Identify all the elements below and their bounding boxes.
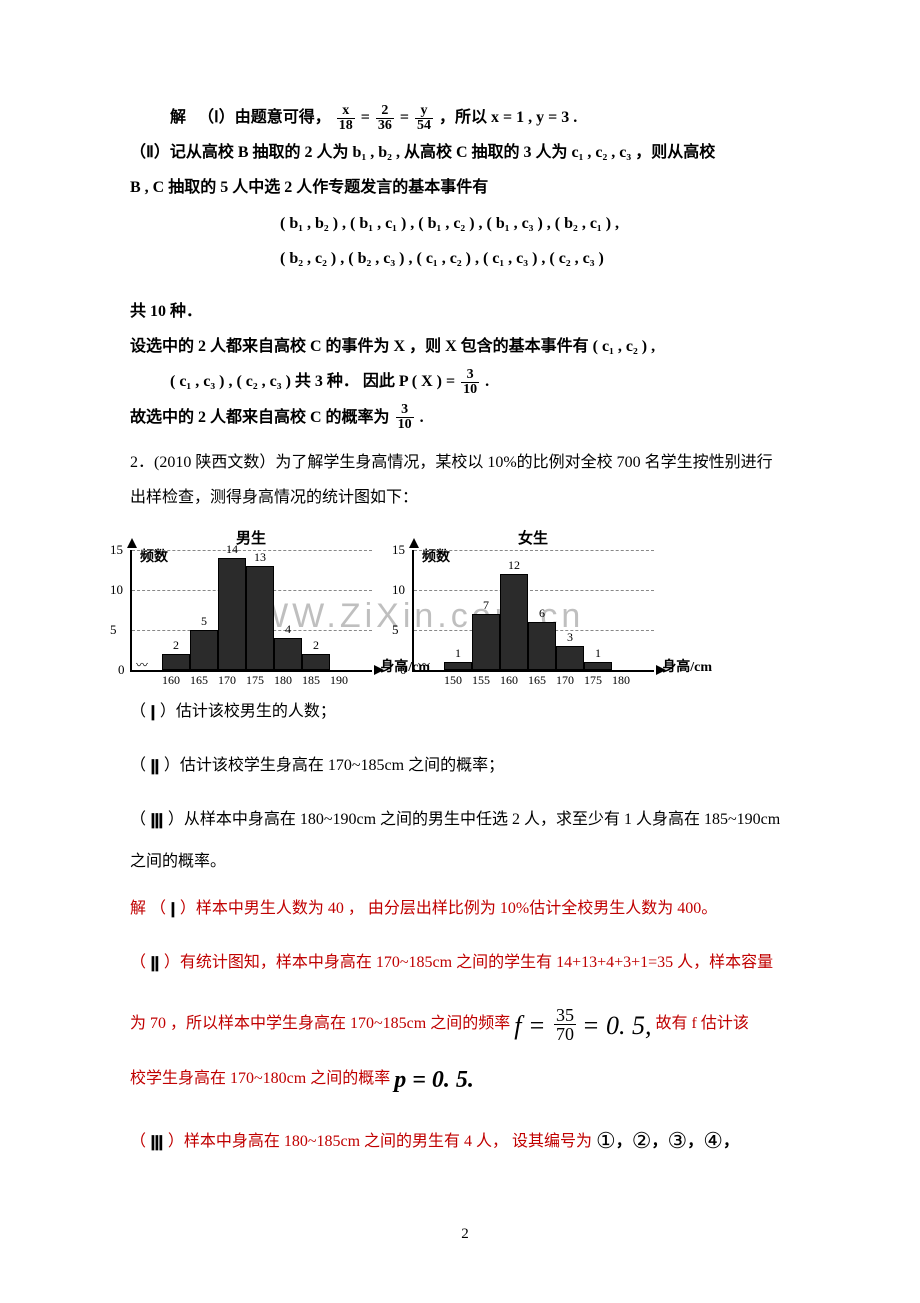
- female-bar-5: [584, 662, 612, 670]
- circled-numbers: ①，②，③，④，: [596, 1133, 739, 1150]
- roman-2: Ⅱ: [150, 746, 160, 790]
- q2-p3a: （ Ⅲ ）从样本中身高在 180~190cm 之间的男生中任选 2 人，求至少有…: [130, 800, 800, 844]
- page-number: 2: [130, 1226, 800, 1243]
- female-bar-4: [556, 646, 584, 670]
- male-body: 频数身高/cm0〰5101525141342160165170175180185…: [130, 550, 372, 672]
- female-body: 频数身高/cm0〰5101517126311501551601651701751…: [412, 550, 654, 672]
- sol1-line8: ( c₁ , c₃ ) , ( c₂ , c₃ ) 共 3 种． 因此 P ( …: [130, 364, 800, 399]
- charts-row: WWW.ZiXin.com.cn 男生频数身高/cm0〰510152514134…: [130, 527, 800, 672]
- sol1-l1b: （Ⅰ）由题意可得，: [198, 109, 331, 126]
- sol1-l1c: ，所以 x = 1 , y = 3 .: [439, 109, 577, 126]
- sol1-l9a: 故选中的 2 人都来自高校 C 的概率为: [130, 409, 394, 426]
- sol2-s2a: （ Ⅱ ）有统计图知，样本中身高在 170~185cm 之间的学生有 14+13…: [130, 943, 800, 987]
- female-bar-0: [444, 662, 472, 670]
- q2-p2: （ Ⅱ ）估计该校学生身高在 170~185cm 之间的概率；: [130, 746, 800, 790]
- sol1-l8a: ( c₁ , c₃ ) , ( c₂ , c₃ ) 共 3 种． 因此 P ( …: [170, 373, 459, 390]
- q2-p2-text: ）估计该校学生身高在 170~185cm 之间的概率；: [164, 757, 504, 774]
- female-bar-2: [500, 574, 528, 670]
- frac-3-10a: 310: [461, 368, 479, 397]
- f-symbol: f =: [514, 1011, 552, 1040]
- sol2-s2b-pre: 为 70 ，所以样本中学生身高在 170~185cm 之间的频率: [130, 1015, 510, 1032]
- sol1-l8b: .: [485, 373, 489, 390]
- frac-35-70: 3570: [554, 1006, 576, 1043]
- female-xlabel: 身高/cm: [662, 656, 712, 676]
- solve-label: 解 （: [130, 900, 166, 917]
- sol1-line2: （Ⅱ）记从高校 B 抽取的 2 人为 b₁ , b₂ , 从高校 C 抽取的 3…: [130, 135, 800, 170]
- male-chart: 男生频数身高/cm0〰51015251413421601651701751801…: [130, 527, 372, 672]
- circled-4: ④: [703, 1128, 723, 1153]
- frac-3-10b: 310: [396, 403, 414, 432]
- sol2-s3: （ Ⅲ ）样本中身高在 180~185cm 之间的男生有 4 人， 设其编号为 …: [130, 1117, 800, 1166]
- sol2-s2b-post: 故有 f 估计该: [656, 1015, 749, 1032]
- sol2-s2c: 校学生身高在 170~180cm 之间的概率 p = 0. 5.: [130, 1054, 800, 1107]
- sol1-line4: ( b₁ , b₂ ) , ( b₁ , c₁ ) , ( b₁ , c₂ ) …: [130, 206, 800, 241]
- sol2-s2b: 为 70 ，所以样本中学生身高在 170~185cm 之间的频率 f = 357…: [130, 997, 800, 1054]
- male-title: 男生: [130, 527, 372, 548]
- female-ylabel: 频数: [422, 546, 450, 566]
- male-bar-5: [302, 654, 330, 670]
- circled-1: ①: [596, 1128, 616, 1153]
- sol1-line7: 设选中的 2 人都来自高校 C 的事件为 X ，则 X 包含的基本事件有 ( c…: [130, 329, 800, 364]
- frac-x-18: x18: [337, 104, 355, 133]
- male-bar-2: [218, 558, 246, 670]
- sol1-line1: 解 （Ⅰ）由题意可得， x18 = 236 = y54 ，所以 x = 1 , …: [130, 100, 800, 135]
- roman-2b: Ⅱ: [150, 943, 160, 987]
- eq1: =: [361, 109, 370, 126]
- sol2-s2c-pre: 校学生身高在 170~180cm 之间的概率: [130, 1070, 390, 1087]
- circled-2: ②: [632, 1128, 652, 1153]
- q2-p3b: 之间的概率。: [130, 844, 800, 879]
- roman-1: Ⅰ: [150, 692, 156, 736]
- p-eq-05: p = 0. 5.: [394, 1067, 474, 1093]
- sol1-line5: ( b₂ , c₂ ) , ( b₂ , c₃ ) , ( c₁ , c₂ ) …: [130, 241, 800, 276]
- female-title: 女生: [412, 527, 654, 548]
- female-bar-3: [528, 622, 556, 670]
- male-bar-1: [190, 630, 218, 670]
- sol2-s1: 解 （ Ⅰ ）样本中男生人数为 40 ， 由分层出样比例为 10%估计全校男生人…: [130, 889, 800, 933]
- circled-3: ③: [668, 1128, 688, 1153]
- male-bar-3: [246, 566, 274, 670]
- sol2-s2a-text: ）有统计图知，样本中身高在 170~185cm 之间的学生有 14+13+4+3…: [164, 954, 773, 971]
- q2-p1: （ Ⅰ ）估计该校男生的人数；: [130, 692, 800, 736]
- male-bar-4: [274, 638, 302, 670]
- page: 解 （Ⅰ）由题意可得， x18 = 236 = y54 ，所以 x = 1 , …: [0, 0, 920, 1303]
- q2-p1-text: ）估计该校男生的人数；: [160, 703, 336, 720]
- female-bar-1: [472, 614, 500, 670]
- sol2-s1-text: ）样本中男生人数为 40 ， 由分层出样比例为 10%估计全校男生人数为 400…: [180, 900, 717, 917]
- sol2-s3a-text: ）样本中身高在 180~185cm 之间的男生有 4 人， 设其编号为: [168, 1133, 592, 1150]
- roman-3b: Ⅲ: [150, 1122, 164, 1166]
- roman-3: Ⅲ: [150, 800, 164, 844]
- frac-2-36: 236: [376, 104, 394, 133]
- female-chart: 女生频数身高/cm0〰51015171263115015516016517017…: [412, 527, 654, 672]
- eq2: =: [400, 109, 409, 126]
- sol1-l9b: .: [420, 409, 424, 426]
- sol1-line3: B , C 抽取的 5 人中选 2 人作专题发言的基本事件有: [130, 170, 800, 205]
- frac-y-54: y54: [415, 104, 433, 133]
- roman-1b: Ⅰ: [170, 889, 176, 933]
- sol1-l1a: 解: [170, 109, 186, 126]
- q2-line1: 2．(2010 陕西文数）为了解学生身高情况，某校以 10%的比例对全校 700…: [130, 445, 800, 480]
- q2-line2: 出样检查，测得身高情况的统计图如下：: [130, 480, 800, 515]
- male-bar-0: [162, 654, 190, 670]
- f-eq-05: = 0. 5,: [582, 1011, 652, 1040]
- q2-p3a-text: ）从样本中身高在 180~190cm 之间的男生中任选 2 人，求至少有 1 人…: [168, 811, 780, 828]
- sol1-line9: 故选中的 2 人都来自高校 C 的概率为 310 .: [130, 400, 800, 435]
- sol1-line6: 共 10 种．: [130, 294, 800, 329]
